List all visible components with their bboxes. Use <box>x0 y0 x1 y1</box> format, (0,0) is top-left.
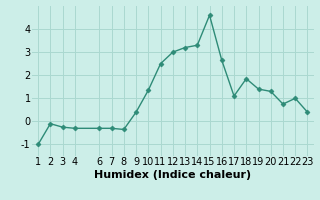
X-axis label: Humidex (Indice chaleur): Humidex (Indice chaleur) <box>94 170 252 180</box>
